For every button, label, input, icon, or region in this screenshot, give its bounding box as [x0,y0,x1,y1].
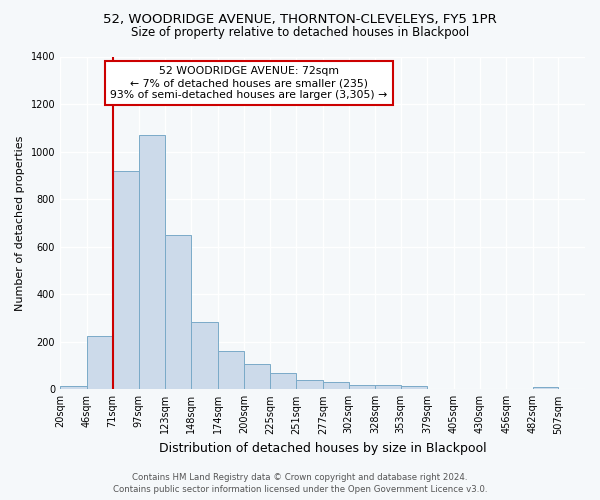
Bar [533,387,559,390]
Bar [349,384,375,390]
Text: Size of property relative to detached houses in Blackpool: Size of property relative to detached ho… [131,26,469,39]
Text: Contains HM Land Registry data © Crown copyright and database right 2024.
Contai: Contains HM Land Registry data © Crown c… [113,472,487,494]
Bar [323,382,349,390]
Bar [401,386,427,390]
Bar [296,380,323,390]
Bar [270,372,296,390]
Bar [218,352,244,390]
Text: 52, WOODRIDGE AVENUE, THORNTON-CLEVELEYS, FY5 1PR: 52, WOODRIDGE AVENUE, THORNTON-CLEVELEYS… [103,12,497,26]
Bar [60,386,86,390]
Bar [112,170,139,390]
Bar [166,235,191,390]
Bar [244,364,270,390]
Y-axis label: Number of detached properties: Number of detached properties [15,135,25,310]
Bar [375,384,401,390]
Bar [86,336,112,390]
Bar [139,135,166,390]
Bar [191,322,218,390]
X-axis label: Distribution of detached houses by size in Blackpool: Distribution of detached houses by size … [159,442,487,455]
Text: 52 WOODRIDGE AVENUE: 72sqm
← 7% of detached houses are smaller (235)
93% of semi: 52 WOODRIDGE AVENUE: 72sqm ← 7% of detac… [110,66,388,100]
